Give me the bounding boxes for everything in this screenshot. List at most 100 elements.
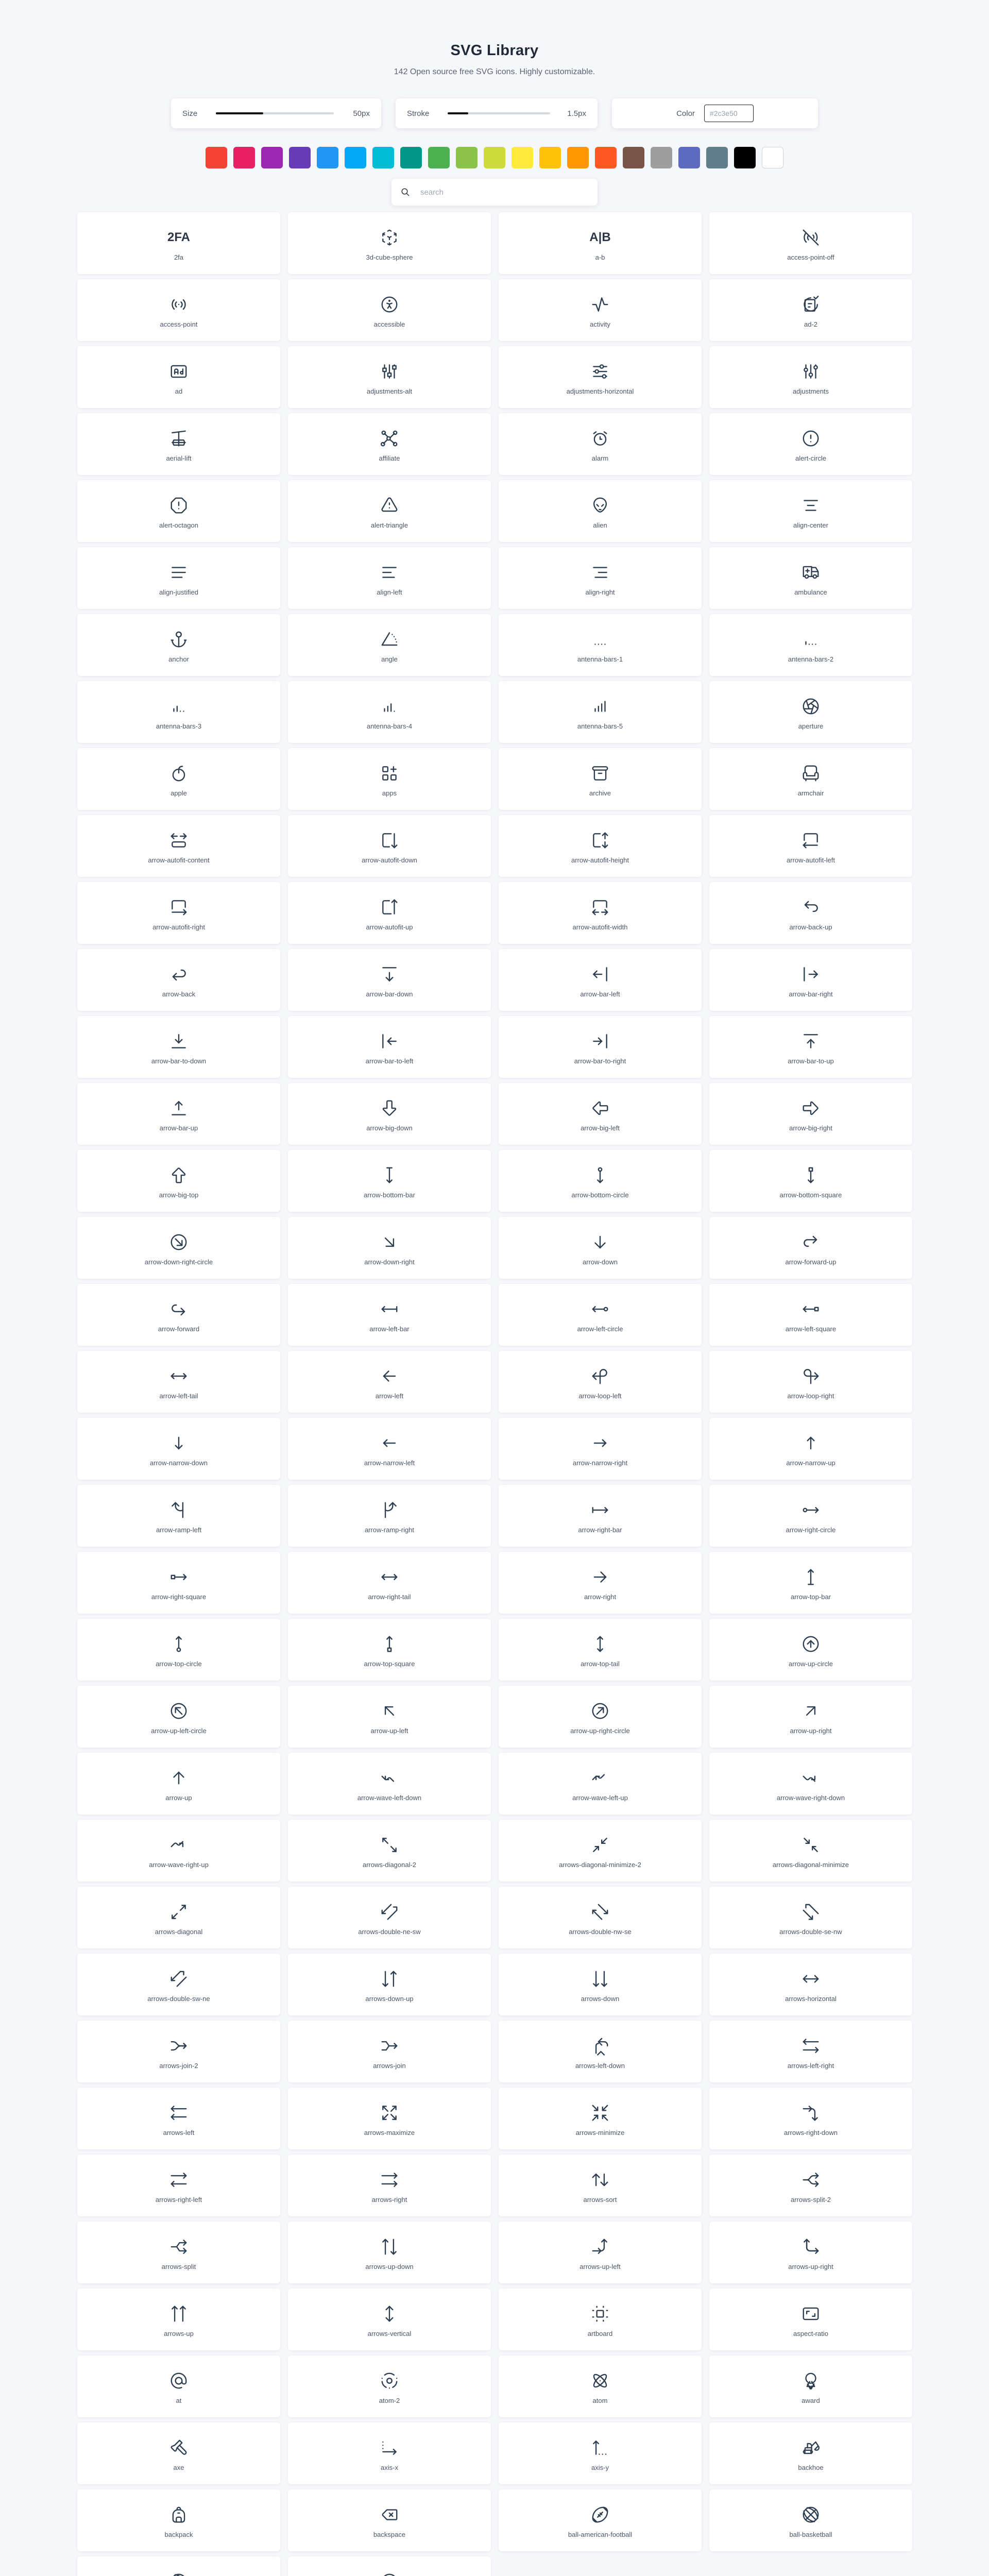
icon-card[interactable]: alien	[499, 480, 702, 542]
icon-card[interactable]: adjustments-horizontal	[499, 346, 702, 408]
icon-card[interactable]: affiliate	[288, 413, 491, 475]
icon-card[interactable]: arrow-bar-left	[499, 949, 702, 1011]
icon-card[interactable]: arrows-split	[77, 2222, 280, 2283]
icon-card[interactable]: arrow-bar-down	[288, 949, 491, 1011]
size-slider[interactable]	[216, 112, 334, 114]
icon-card[interactable]: antenna-bars-1	[499, 614, 702, 676]
stroke-slider[interactable]	[448, 112, 550, 114]
color-swatch[interactable]	[289, 147, 311, 168]
icon-card[interactable]: backspace	[288, 2489, 491, 2551]
icon-card[interactable]: aerial-lift	[77, 413, 280, 475]
icon-card[interactable]: arrow-right	[499, 1552, 702, 1614]
icon-card[interactable]: arrow-right-bar	[499, 1485, 702, 1547]
stroke-slider-thumb[interactable]	[463, 108, 474, 119]
icon-card[interactable]: arrows-vertical	[288, 2289, 491, 2350]
icon-card[interactable]: arrow-top-tail	[499, 1619, 702, 1681]
icon-card[interactable]: ad	[77, 346, 280, 408]
icon-card[interactable]: arrows-up-left	[499, 2222, 702, 2283]
icon-card[interactable]: arrow-autofit-down	[288, 815, 491, 877]
icon-card[interactable]: access-point	[77, 279, 280, 341]
icon-card[interactable]: arrow-loop-right	[709, 1351, 912, 1413]
icon-card[interactable]: arrow-back	[77, 949, 280, 1011]
icon-card[interactable]: arrow-bar-to-down	[77, 1016, 280, 1078]
icon-card[interactable]: arrow-big-right	[709, 1083, 912, 1145]
icon-card[interactable]: align-center	[709, 480, 912, 542]
icon-card[interactable]: apple	[77, 748, 280, 810]
icon-card[interactable]: adjustments	[709, 346, 912, 408]
icon-card[interactable]: arrow-ramp-left	[77, 1485, 280, 1547]
color-swatch[interactable]	[678, 147, 700, 168]
icon-card[interactable]: backhoe	[709, 2422, 912, 2484]
icon-card[interactable]: arrow-ramp-right	[288, 1485, 491, 1547]
icon-card[interactable]: arrow-left-circle	[499, 1284, 702, 1346]
icon-card[interactable]: aperture	[709, 681, 912, 743]
icon-card[interactable]: antenna-bars-3	[77, 681, 280, 743]
color-swatch[interactable]	[651, 147, 672, 168]
search-input[interactable]: search	[420, 188, 444, 197]
icon-card[interactable]: arrow-autofit-left	[709, 815, 912, 877]
icon-card[interactable]: arrows-diagonal-minimize	[709, 1820, 912, 1882]
color-swatch[interactable]	[206, 147, 227, 168]
icon-card[interactable]: A|B a-b	[499, 212, 702, 274]
icon-card[interactable]: align-left	[288, 547, 491, 609]
color-swatch[interactable]	[706, 147, 728, 168]
icon-card[interactable]: arrow-narrow-down	[77, 1418, 280, 1480]
icon-card[interactable]: arrow-up-circle	[709, 1619, 912, 1681]
icon-card[interactable]: arrows-diagonal-minimize-2	[499, 1820, 702, 1882]
icon-card[interactable]: arrows-diagonal	[77, 1887, 280, 1948]
icon-card[interactable]: arrow-bar-right	[709, 949, 912, 1011]
icon-card[interactable]: arrow-right-tail	[288, 1552, 491, 1614]
color-swatch[interactable]	[567, 147, 589, 168]
icon-card[interactable]: arrow-forward-up	[709, 1217, 912, 1279]
icon-card[interactable]: aspect-ratio	[709, 2289, 912, 2350]
icon-card[interactable]: apps	[288, 748, 491, 810]
icon-card[interactable]: activity	[499, 279, 702, 341]
icon-card[interactable]: axis-y	[499, 2422, 702, 2484]
icon-card[interactable]: backpack	[77, 2489, 280, 2551]
icon-card[interactable]: axis-x	[288, 2422, 491, 2484]
icon-card[interactable]: archive	[499, 748, 702, 810]
icon-card[interactable]: arrow-up-left-circle	[77, 1686, 280, 1748]
icon-card[interactable]: arrows-down-up	[288, 1954, 491, 2015]
icon-card[interactable]: ambulance	[709, 547, 912, 609]
icon-card[interactable]: arrows-join-2	[77, 2021, 280, 2082]
color-swatch[interactable]	[233, 147, 255, 168]
icon-card[interactable]: at	[77, 2355, 280, 2417]
icon-card[interactable]: arrows-right-down	[709, 2088, 912, 2149]
color-swatch[interactable]	[372, 147, 394, 168]
icon-card[interactable]: arrows-up	[77, 2289, 280, 2350]
icon-card[interactable]: antenna-bars-4	[288, 681, 491, 743]
icon-card[interactable]: arrows-up-right	[709, 2222, 912, 2283]
icon-card[interactable]: artboard	[499, 2289, 702, 2350]
color-swatch[interactable]	[595, 147, 617, 168]
icon-card[interactable]: arrow-autofit-height	[499, 815, 702, 877]
icon-card[interactable]: arrow-right-square	[77, 1552, 280, 1614]
icon-card[interactable]: arrow-loop-left	[499, 1351, 702, 1413]
color-swatch[interactable]	[511, 147, 533, 168]
icon-card[interactable]: arrow-top-bar	[709, 1552, 912, 1614]
color-swatch[interactable]	[623, 147, 644, 168]
icon-card[interactable]: align-right	[499, 547, 702, 609]
color-swatch[interactable]	[762, 147, 783, 168]
icon-card[interactable]: arrow-up-right	[709, 1686, 912, 1748]
icon-card[interactable]: arrow-up	[77, 1753, 280, 1815]
icon-card[interactable]: arrows-right-left	[77, 2155, 280, 2216]
icon-card[interactable]: arrows-sort	[499, 2155, 702, 2216]
icon-card[interactable]: axe	[77, 2422, 280, 2484]
icon-card[interactable]: alert-octagon	[77, 480, 280, 542]
icon-card[interactable]: arrow-left-square	[709, 1284, 912, 1346]
icon-card[interactable]: ball-basketball	[709, 2489, 912, 2551]
icon-card[interactable]: arrow-big-down	[288, 1083, 491, 1145]
icon-card[interactable]: arrows-double-ne-sw	[288, 1887, 491, 1948]
icon-card[interactable]: arrow-autofit-content	[77, 815, 280, 877]
icon-card[interactable]: arrow-top-square	[288, 1619, 491, 1681]
icon-card[interactable]: armchair	[709, 748, 912, 810]
icon-card[interactable]: arrow-autofit-up	[288, 882, 491, 944]
icon-card[interactable]: arrow-bar-to-left	[288, 1016, 491, 1078]
icon-card[interactable]: arrow-top-circle	[77, 1619, 280, 1681]
icon-card[interactable]: arrow-bottom-circle	[499, 1150, 702, 1212]
color-input[interactable]: #2c3e50	[704, 105, 754, 122]
icon-card[interactable]: arrows-maximize	[288, 2088, 491, 2149]
icon-card[interactable]: arrow-autofit-right	[77, 882, 280, 944]
icon-card[interactable]: arrows-right	[288, 2155, 491, 2216]
